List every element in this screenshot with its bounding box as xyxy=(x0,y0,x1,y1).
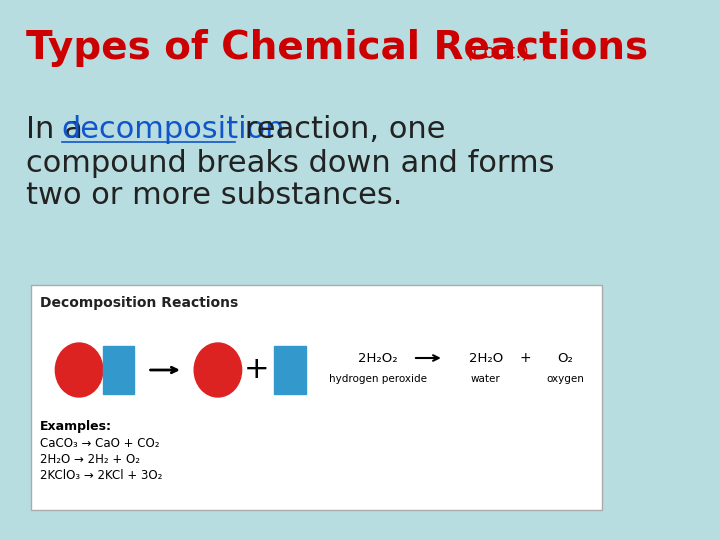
Text: reaction, one: reaction, one xyxy=(235,116,446,145)
Text: +: + xyxy=(244,355,269,384)
Text: hydrogen peroxide: hydrogen peroxide xyxy=(329,374,427,384)
Text: O₂: O₂ xyxy=(557,352,573,365)
Text: CaCO₃ → CaO + CO₂: CaCO₃ → CaO + CO₂ xyxy=(40,437,159,450)
Text: 2H₂O → 2H₂ + O₂: 2H₂O → 2H₂ + O₂ xyxy=(40,453,140,466)
Text: Types of Chemical Reactions: Types of Chemical Reactions xyxy=(27,29,649,67)
Text: 2KClO₃ → 2KCl + 3O₂: 2KClO₃ → 2KCl + 3O₂ xyxy=(40,469,162,482)
Text: 2H₂O₂: 2H₂O₂ xyxy=(358,352,397,365)
Text: In a: In a xyxy=(27,116,93,145)
Text: decomposition: decomposition xyxy=(61,116,285,145)
Bar xyxy=(274,346,306,394)
Circle shape xyxy=(194,343,242,397)
Text: compound breaks down and forms: compound breaks down and forms xyxy=(27,148,555,178)
Circle shape xyxy=(55,343,103,397)
Text: two or more substances.: two or more substances. xyxy=(27,181,402,211)
Text: (cont.): (cont.) xyxy=(466,43,530,62)
Text: oxygen: oxygen xyxy=(546,374,584,384)
Bar xyxy=(31,285,602,510)
Text: +: + xyxy=(520,351,531,365)
Text: Examples:: Examples: xyxy=(40,420,112,433)
Text: Decomposition Reactions: Decomposition Reactions xyxy=(40,296,238,310)
Bar xyxy=(103,346,135,394)
Text: 2H₂O: 2H₂O xyxy=(469,352,503,365)
Text: water: water xyxy=(471,374,501,384)
